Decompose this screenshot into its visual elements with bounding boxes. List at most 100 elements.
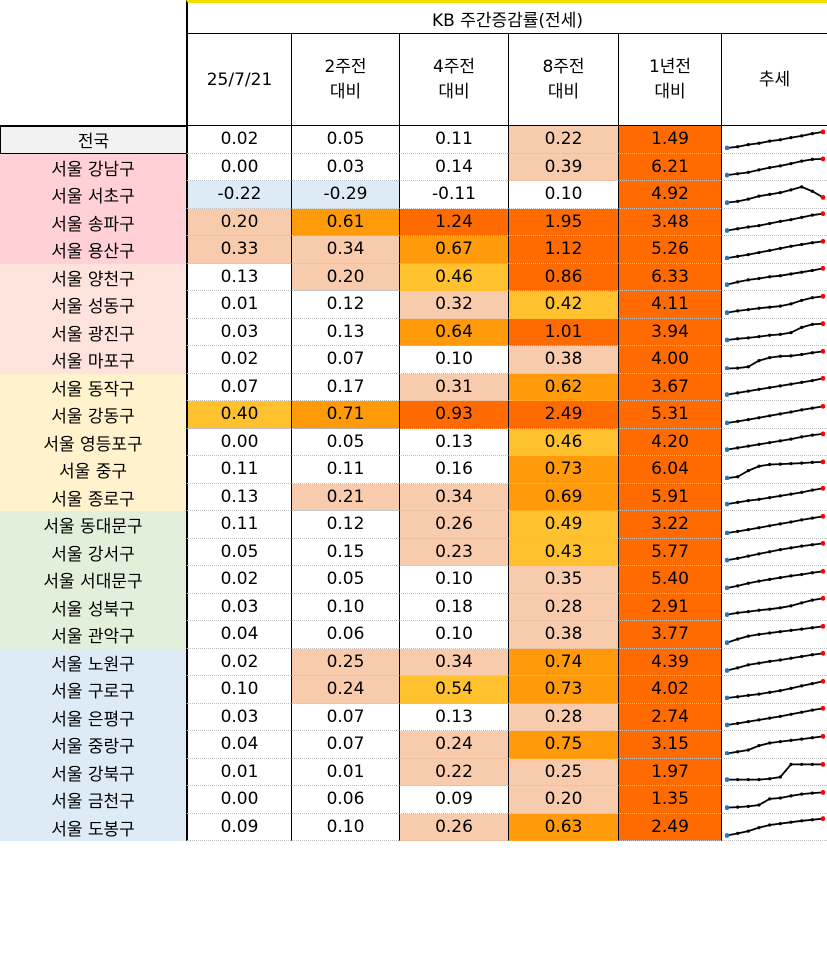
value-cell[interactable]: 0.39 (508, 153, 618, 181)
value-cell[interactable]: 0.22 (399, 758, 508, 786)
value-cell[interactable]: 0.12 (291, 511, 399, 539)
value-cell[interactable]: 0.09 (399, 786, 508, 814)
value-cell[interactable]: 3.15 (618, 731, 721, 759)
value-cell[interactable]: 2.91 (618, 593, 721, 621)
value-cell[interactable]: 0.06 (291, 786, 399, 814)
value-cell[interactable]: 0.00 (186, 428, 291, 456)
value-cell[interactable]: 1.49 (618, 126, 721, 154)
value-cell[interactable]: 0.63 (508, 813, 618, 841)
value-cell[interactable]: 5.77 (618, 538, 721, 566)
value-cell[interactable]: 0.86 (508, 263, 618, 291)
region-label[interactable]: 서울 도봉구 (0, 813, 186, 841)
value-cell[interactable]: 3.67 (618, 373, 721, 401)
value-cell[interactable]: 0.02 (186, 126, 291, 154)
value-cell[interactable]: 0.35 (508, 566, 618, 594)
value-cell[interactable]: 0.10 (291, 813, 399, 841)
region-label[interactable]: 서울 강북구 (0, 758, 186, 786)
value-cell[interactable]: 0.11 (291, 456, 399, 484)
region-label[interactable]: 서울 관악구 (0, 621, 186, 649)
region-label[interactable]: 서울 노원구 (0, 648, 186, 676)
value-cell[interactable]: 0.13 (186, 483, 291, 511)
value-cell[interactable]: 0.25 (508, 758, 618, 786)
value-cell[interactable]: 0.10 (399, 621, 508, 649)
value-cell[interactable]: 0.28 (508, 593, 618, 621)
value-cell[interactable]: 0.71 (291, 401, 399, 429)
value-cell[interactable]: 0.24 (291, 676, 399, 704)
region-label[interactable]: 서울 송파구 (0, 208, 186, 236)
value-cell[interactable]: -0.22 (186, 181, 291, 209)
value-cell[interactable]: 0.07 (291, 731, 399, 759)
value-cell[interactable]: 6.04 (618, 456, 721, 484)
region-label[interactable]: 서울 마포구 (0, 346, 186, 374)
region-label[interactable]: 서울 동대문구 (0, 511, 186, 539)
value-cell[interactable]: 4.20 (618, 428, 721, 456)
value-cell[interactable]: 0.18 (399, 593, 508, 621)
value-cell[interactable]: 0.40 (186, 401, 291, 429)
value-cell[interactable]: 0.03 (291, 153, 399, 181)
value-cell[interactable]: 0.12 (291, 291, 399, 319)
value-cell[interactable]: 0.02 (186, 648, 291, 676)
value-cell[interactable]: 0.69 (508, 483, 618, 511)
value-cell[interactable]: 0.04 (186, 621, 291, 649)
value-cell[interactable]: 0.93 (399, 401, 508, 429)
region-label[interactable]: 서울 서초구 (0, 181, 186, 209)
value-cell[interactable]: 0.54 (399, 676, 508, 704)
value-cell[interactable]: 1.24 (399, 208, 508, 236)
value-cell[interactable]: 0.46 (399, 263, 508, 291)
value-cell[interactable]: 0.61 (291, 208, 399, 236)
region-label[interactable]: 서울 용산구 (0, 236, 186, 264)
value-cell[interactable]: 1.12 (508, 236, 618, 264)
value-cell[interactable]: 0.01 (186, 758, 291, 786)
value-cell[interactable]: 3.77 (618, 621, 721, 649)
region-label[interactable]: 서울 영등포구 (0, 428, 186, 456)
value-cell[interactable]: 0.07 (291, 703, 399, 731)
value-cell[interactable]: 0.74 (508, 648, 618, 676)
value-cell[interactable]: 0.34 (399, 483, 508, 511)
value-cell[interactable]: 0.20 (186, 208, 291, 236)
value-cell[interactable]: -0.29 (291, 181, 399, 209)
value-cell[interactable]: 0.13 (399, 428, 508, 456)
value-cell[interactable]: 5.40 (618, 566, 721, 594)
value-cell[interactable]: 0.64 (399, 318, 508, 346)
region-label[interactable]: 서울 서대문구 (0, 566, 186, 594)
value-cell[interactable]: 0.03 (186, 318, 291, 346)
value-cell[interactable]: 0.05 (291, 126, 399, 154)
value-cell[interactable]: 0.20 (508, 786, 618, 814)
value-cell[interactable]: 0.73 (508, 456, 618, 484)
value-cell[interactable]: 0.05 (291, 428, 399, 456)
value-cell[interactable]: 0.10 (291, 593, 399, 621)
value-cell[interactable]: 0.13 (186, 263, 291, 291)
region-label[interactable]: 서울 양천구 (0, 263, 186, 291)
value-cell[interactable]: 0.75 (508, 731, 618, 759)
value-cell[interactable]: 0.38 (508, 621, 618, 649)
value-cell[interactable]: 0.11 (399, 126, 508, 154)
value-cell[interactable]: 0.43 (508, 538, 618, 566)
value-cell[interactable]: 0.49 (508, 511, 618, 539)
value-cell[interactable]: 0.33 (186, 236, 291, 264)
value-cell[interactable]: 0.00 (186, 153, 291, 181)
value-cell[interactable]: 0.01 (291, 758, 399, 786)
region-label[interactable]: 서울 종로구 (0, 483, 186, 511)
region-label[interactable]: 서울 구로구 (0, 676, 186, 704)
value-cell[interactable]: 5.91 (618, 483, 721, 511)
value-cell[interactable]: 0.04 (186, 731, 291, 759)
value-cell[interactable]: 0.02 (186, 346, 291, 374)
value-cell[interactable]: 0.09 (186, 813, 291, 841)
value-cell[interactable]: 4.11 (618, 291, 721, 319)
value-cell[interactable]: 0.13 (291, 318, 399, 346)
value-cell[interactable]: 0.10 (399, 566, 508, 594)
value-cell[interactable]: 0.32 (399, 291, 508, 319)
value-cell[interactable]: 5.26 (618, 236, 721, 264)
value-cell[interactable]: 0.11 (186, 511, 291, 539)
region-label[interactable]: 서울 광진구 (0, 318, 186, 346)
value-cell[interactable]: 2.49 (618, 813, 721, 841)
value-cell[interactable]: 0.26 (399, 511, 508, 539)
value-cell[interactable]: 0.31 (399, 373, 508, 401)
value-cell[interactable]: 0.07 (291, 346, 399, 374)
value-cell[interactable]: 0.03 (186, 593, 291, 621)
value-cell[interactable]: 0.38 (508, 346, 618, 374)
region-label[interactable]: 서울 중랑구 (0, 731, 186, 759)
region-label[interactable]: 서울 성동구 (0, 291, 186, 319)
value-cell[interactable]: 0.17 (291, 373, 399, 401)
value-cell[interactable]: 6.33 (618, 263, 721, 291)
